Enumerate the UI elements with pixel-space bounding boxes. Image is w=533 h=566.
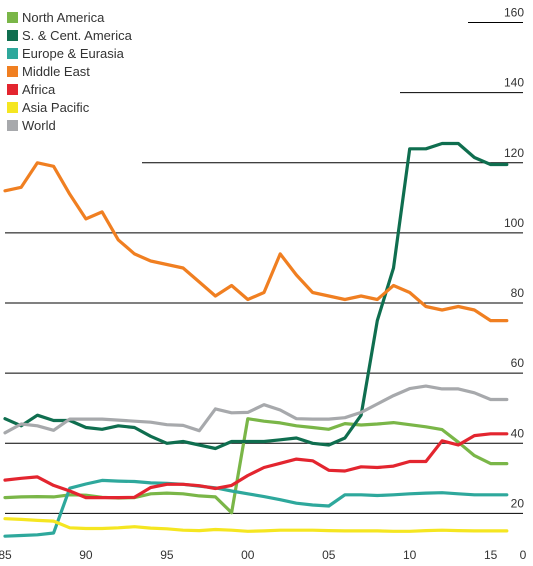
series-lines [3,141,509,538]
x-tick-label-0: 0 [520,548,527,562]
y-tick-label-60: 60 [511,356,525,370]
y-tick-label-160: 160 [504,6,524,20]
series-line-africa [3,432,509,500]
legend: North America S. & Cent. America Europe & … [7,10,133,133]
legend-swatch-north-america [7,12,18,23]
legend-label-asia-pacific: Asia Pacific [22,100,90,115]
x-tick-label-90: 90 [79,548,93,562]
series-line-asia-pacific [3,517,509,533]
y-tick-label-20: 20 [511,496,525,510]
series-line-world [3,384,509,435]
x-tick-label-15: 15 [484,548,498,562]
legend-swatch-europe-eurasia [7,48,18,59]
legend-label-north-america: North America [22,10,105,25]
y-tick-label-100: 100 [504,216,524,230]
legend-swatch-s-cent-america [7,30,18,41]
x-tick-label-10: 10 [403,548,417,562]
legend-label-middle-east: Middle East [22,64,90,79]
x-tick-label-00: 00 [241,548,255,562]
y-tick-label-120: 120 [504,146,524,160]
y-tick-label-140: 140 [504,76,524,90]
legend-swatch-middle-east [7,66,18,77]
legend-swatch-africa [7,84,18,95]
axis-ticks: 20 40 60 80 100 120 140 160 85 90 95 00 05 10 15 0 [0,6,527,562]
series-line-europe-eurasia [3,478,509,538]
series-line-north-america [3,417,509,515]
legend-label-europe-eurasia: Europe & Eurasia [22,46,125,61]
series-line-middle-east [3,161,509,323]
legend-label-s-cent-america: S. & Cent. America [22,28,133,43]
y-tick-label-80: 80 [511,286,525,300]
y-tick-label-40: 40 [511,426,525,440]
legend-label-world: World [22,118,56,133]
legend-label-africa: Africa [22,82,56,97]
series-line-s-cent-america [3,141,509,451]
legend-swatch-world [7,120,18,131]
x-tick-label-05: 05 [322,548,336,562]
x-tick-label-85: 85 [0,548,12,562]
gridlines [5,22,523,514]
legend-swatch-asia-pacific [7,102,18,113]
x-tick-label-95: 95 [160,548,174,562]
